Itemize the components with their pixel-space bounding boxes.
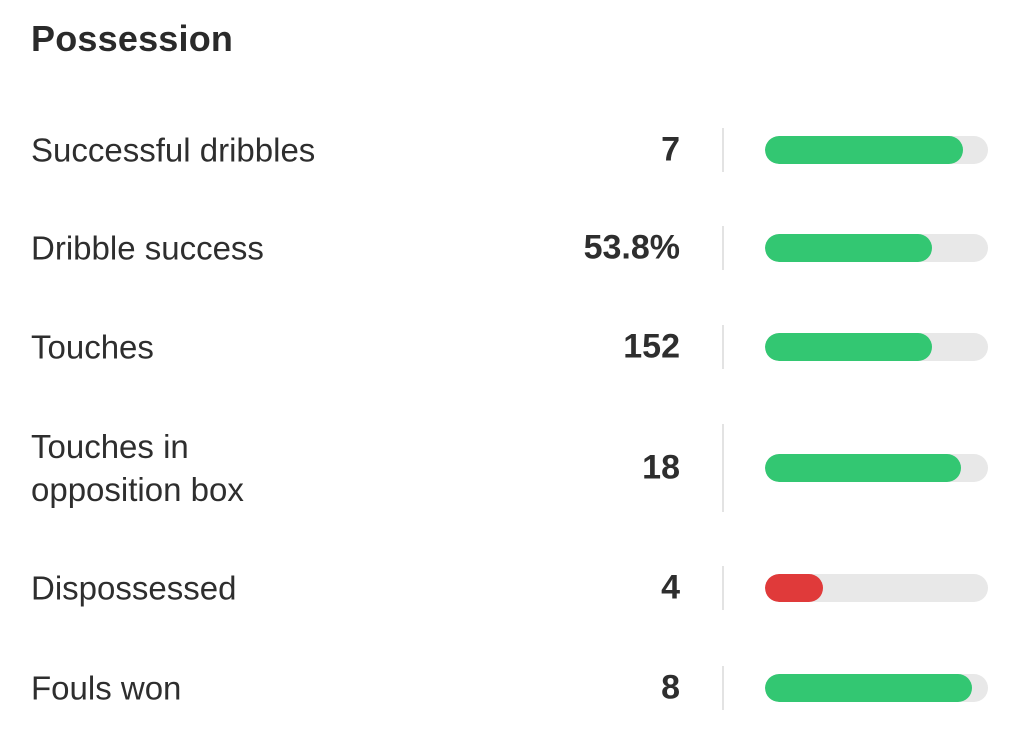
stat-row-dispossessed[interactable]: Dispossessed 4: [0, 558, 1024, 618]
divider: [722, 566, 724, 610]
stat-bar-fill: [765, 674, 973, 702]
stat-bar-fill: [765, 333, 933, 361]
stat-bar: [765, 136, 988, 164]
stat-bar-fill: [765, 234, 933, 262]
stat-bar-fill: [765, 136, 964, 164]
stat-bar: [765, 574, 988, 602]
stat-label: Fouls won: [31, 669, 182, 707]
stat-value: 7: [661, 130, 680, 169]
stat-bar-fill: [765, 574, 823, 602]
stat-value: 18: [642, 448, 680, 487]
stat-row-touches[interactable]: Touches 152: [0, 317, 1024, 377]
stat-bar: [765, 674, 988, 702]
divider: [722, 128, 724, 172]
stat-value: 4: [661, 568, 680, 607]
stat-bar-fill: [765, 454, 962, 482]
stat-bar: [765, 333, 988, 361]
stat-row-dribble-success[interactable]: Dribble success 53.8%: [0, 218, 1024, 278]
stat-value: 8: [661, 668, 680, 707]
divider: [722, 226, 724, 270]
stat-label: Dribble success: [31, 229, 264, 267]
divider: [722, 666, 724, 710]
stat-row-successful-dribbles[interactable]: Successful dribbles 7: [0, 120, 1024, 180]
stat-label: Touches in opposition box: [31, 428, 244, 508]
stat-value: 152: [623, 327, 680, 366]
stat-bar: [765, 234, 988, 262]
stat-value: 53.8%: [583, 228, 680, 267]
stat-label: Dispossessed: [31, 569, 237, 607]
divider: [722, 424, 724, 512]
stat-label: Touches: [31, 328, 154, 366]
stat-label: Successful dribbles: [31, 131, 316, 169]
stat-row-fouls-won[interactable]: Fouls won 8: [0, 658, 1024, 718]
divider: [722, 325, 724, 369]
section-title: Possession: [31, 18, 234, 59]
stat-bar: [765, 454, 988, 482]
stat-row-touches-in-opposition-box[interactable]: Touches in opposition box 18: [0, 418, 1024, 518]
